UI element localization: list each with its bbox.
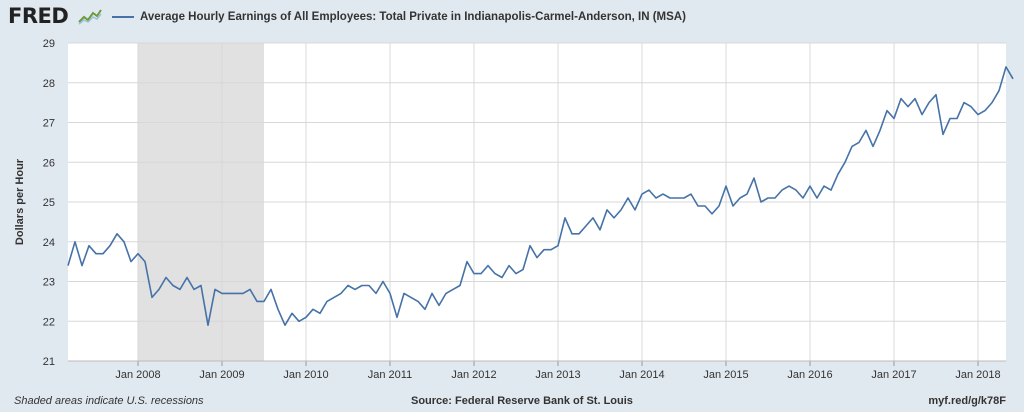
x-tick-label: Jan 2014	[619, 369, 664, 381]
chart-legend: Average Hourly Earnings of All Employees…	[112, 8, 686, 26]
x-tick-label: Jan 2016	[787, 369, 832, 381]
legend-swatch	[112, 16, 134, 18]
line-chart[interactable]: 21 22 23 24 25 26 27 28 29 Jan 2008 Jan 2009 Jan 20…	[0, 0, 1024, 392]
x-tick-label: Jan 2013	[535, 369, 580, 381]
x-tick-label: Jan 2010	[283, 369, 328, 381]
recession-footnote: Shaded areas indicate U.S. recessions	[14, 395, 204, 407]
x-tick-label: Jan 2012	[451, 369, 496, 381]
y-tick-label: 22	[43, 316, 55, 328]
y-tick-label: 28	[43, 78, 55, 90]
axis-layer: 21 22 23 24 25 26 27 28 29 Jan 2008 Jan 2009 Jan 20…	[43, 38, 1006, 381]
y-tick-label: 25	[43, 197, 55, 209]
y-tick-label: 21	[43, 356, 55, 368]
y-tick-label: 29	[43, 38, 55, 50]
chart-header: FRED Average Hourly Earnings of All Empl…	[0, 0, 1024, 34]
grid-layer	[68, 42, 1006, 362]
y-tick-label: 27	[43, 118, 55, 130]
y-tick-label: 26	[43, 157, 55, 169]
series-line[interactable]	[67, 66, 1014, 327]
x-tick-label: Jan 2015	[703, 369, 748, 381]
source-text: Source: Federal Reserve Bank of St. Loui…	[411, 395, 633, 407]
x-tick-label: Jan 2011	[368, 369, 412, 381]
chart-line-icon	[78, 7, 102, 25]
x-tick-label: Jan 2009	[199, 369, 244, 381]
series-layer	[67, 66, 1014, 327]
fred-logo[interactable]: FRED	[8, 4, 69, 28]
x-tick-label: Jan 2017	[871, 369, 916, 381]
x-tick-label: Jan 2008	[115, 369, 160, 381]
y-axis-title: Dollars per Hour	[14, 158, 26, 245]
legend-label-series[interactable]: Average Hourly Earnings of All Employees…	[140, 11, 686, 23]
y-tick-label: 23	[43, 277, 55, 289]
chart-footer: Shaded areas indicate U.S. recessions So…	[0, 392, 1024, 412]
y-tick-label: 24	[43, 237, 55, 249]
x-tick-label: Jan 2018	[955, 369, 1000, 381]
short-link[interactable]: myf.red/g/k78F	[928, 395, 1006, 407]
